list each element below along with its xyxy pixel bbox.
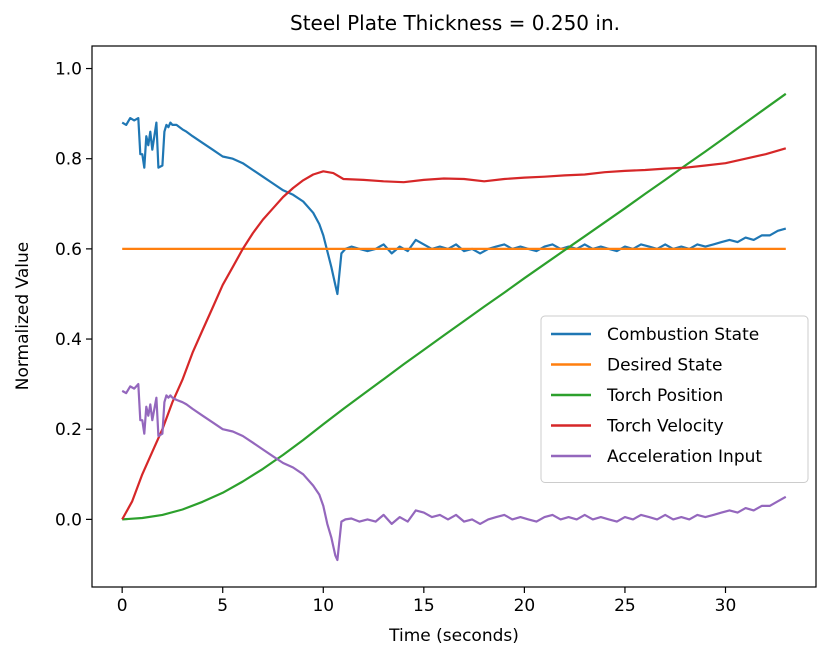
x-tick-label: 15 xyxy=(413,596,435,616)
x-axis-ticks: 0 5 10 15 20 25 30 xyxy=(117,587,737,616)
y-tick-label: 1.0 xyxy=(55,60,82,80)
x-tick-label: 25 xyxy=(614,596,636,616)
legend-label: Acceleration Input xyxy=(607,447,762,467)
legend-label: Combustion State xyxy=(607,325,759,345)
x-tick-label: 10 xyxy=(312,596,334,616)
x-tick-label: 20 xyxy=(514,596,536,616)
x-tick-label: 30 xyxy=(715,596,737,616)
y-tick-label: 0.6 xyxy=(55,240,82,260)
y-tick-label: 0.0 xyxy=(55,510,82,530)
y-tick-label: 0.2 xyxy=(55,420,82,440)
x-axis-label: Time (seconds) xyxy=(388,626,519,646)
legend: Combustion State Desired State Torch Posit… xyxy=(541,316,808,483)
y-axis-ticks: 0.0 0.2 0.4 0.6 0.8 1.0 xyxy=(55,60,92,531)
y-tick-label: 0.8 xyxy=(55,150,82,170)
legend-label: Torch Velocity xyxy=(606,417,724,437)
y-tick-label: 0.4 xyxy=(55,330,82,350)
legend-label: Torch Position xyxy=(606,386,723,406)
y-axis-label: Normalized Value xyxy=(13,242,33,391)
x-tick-label: 0 xyxy=(117,596,128,616)
legend-label: Desired State xyxy=(607,356,722,376)
chart-title: Steel Plate Thickness = 0.250 in. xyxy=(290,11,620,35)
x-tick-label: 5 xyxy=(217,596,228,616)
